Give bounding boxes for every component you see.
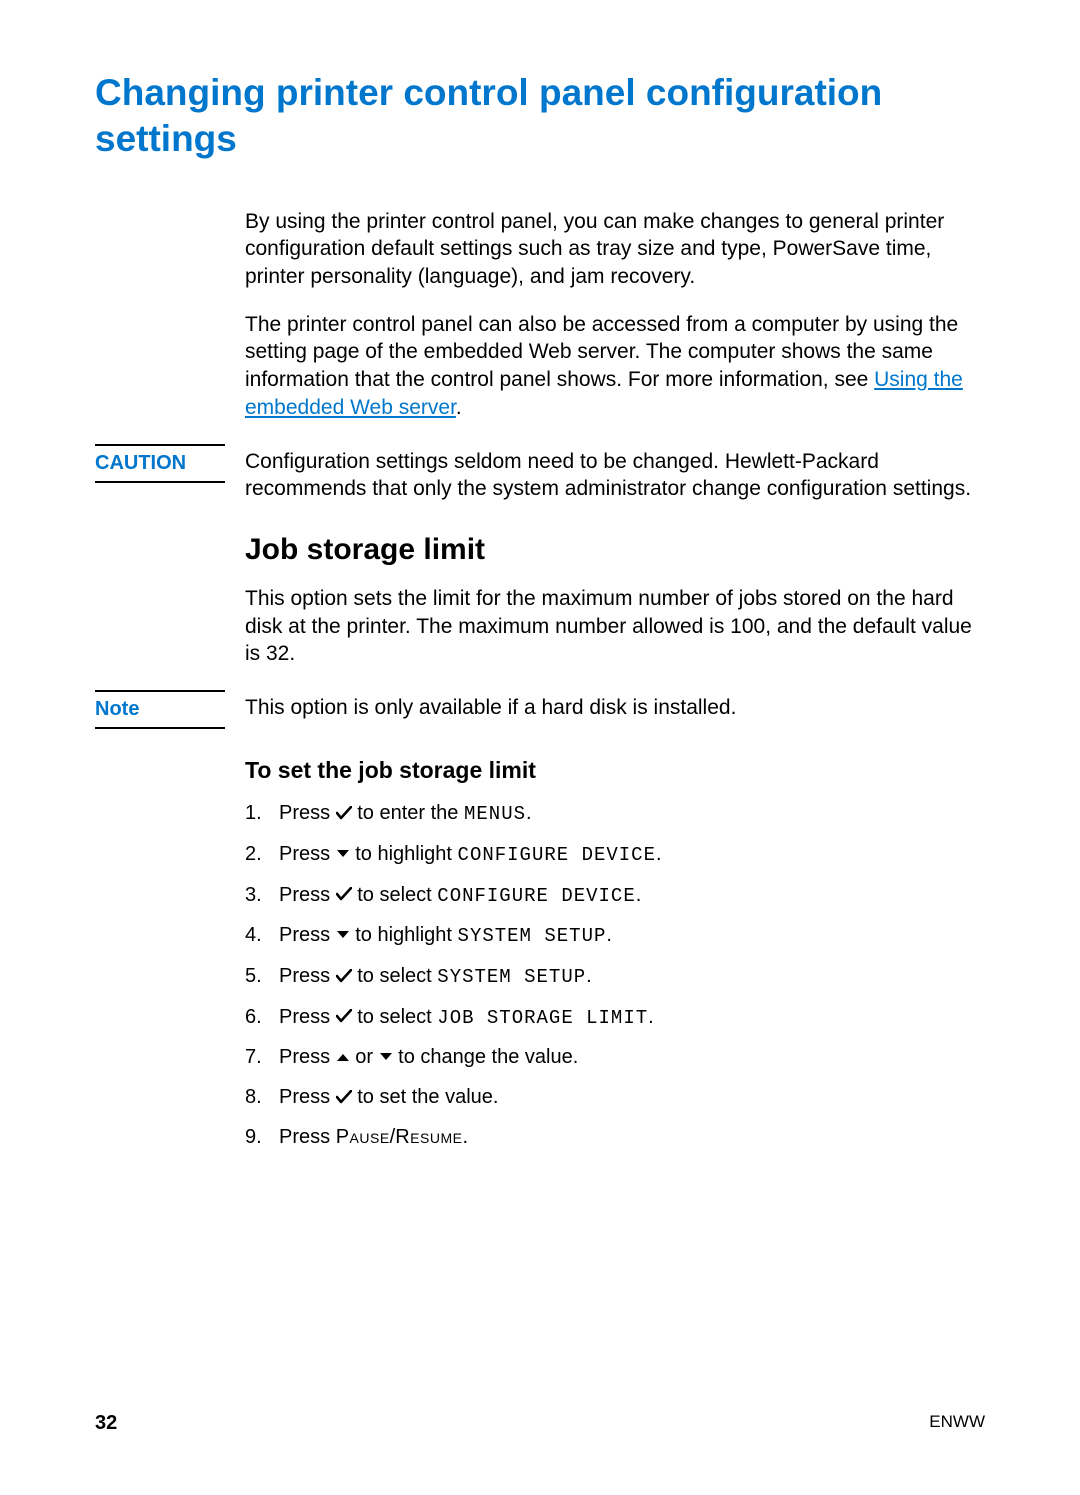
checkmark-icon — [336, 1009, 352, 1023]
lcd-text: CONFIGURE DEVICE — [437, 885, 635, 907]
page-title: Changing printer control panel configura… — [95, 70, 985, 163]
button-label: Resume — [395, 1126, 462, 1148]
procedure-step: Press or to change the value. — [245, 1044, 985, 1070]
procedure-heading: To set the job storage limit — [245, 757, 985, 784]
procedure-step: Press to select JOB STORAGE LIMIT. — [245, 1004, 985, 1031]
lcd-text: SYSTEM SETUP — [458, 925, 607, 947]
lcd-text: CONFIGURE DEVICE — [458, 844, 656, 866]
note-label: Note — [95, 698, 139, 720]
intro-paragraph-1: By using the printer control panel, you … — [245, 208, 985, 291]
footer-right: ENWW — [929, 1412, 985, 1435]
procedure-step: Press to enter the MENUS. — [245, 800, 985, 827]
button-label: Pause — [336, 1126, 390, 1148]
lcd-text: JOB STORAGE LIMIT — [437, 1007, 648, 1029]
down-arrow-icon — [379, 1052, 393, 1062]
down-arrow-icon — [336, 930, 350, 940]
caution-text: Configuration settings seldom need to be… — [245, 444, 985, 503]
caution-label: CAUTION — [95, 452, 186, 474]
procedure-step: Press to select CONFIGURE DEVICE. — [245, 882, 985, 909]
procedure-step: Press to highlight CONFIGURE DEVICE. — [245, 841, 985, 868]
page-number: 32 — [95, 1412, 117, 1435]
procedure-step: Press to select SYSTEM SETUP. — [245, 963, 985, 990]
procedure-step: Press Pause/Resume. — [245, 1124, 985, 1150]
procedure-steps: Press to enter the MENUS. Press to highli… — [245, 800, 985, 1150]
note-callout: Note This option is only available if a … — [95, 690, 985, 729]
up-arrow-icon — [336, 1052, 350, 1062]
checkmark-icon — [336, 806, 352, 820]
intro-paragraph-2: The printer control panel can also be ac… — [245, 311, 985, 422]
caution-callout: CAUTION Configuration settings seldom ne… — [95, 444, 985, 503]
procedure-step: Press to highlight SYSTEM SETUP. — [245, 922, 985, 949]
checkmark-icon — [336, 1090, 352, 1104]
procedure-step: Press to set the value. — [245, 1084, 985, 1110]
note-text: This option is only available if a hard … — [245, 690, 985, 729]
lcd-text: MENUS — [464, 803, 526, 825]
down-arrow-icon — [336, 849, 350, 859]
checkmark-icon — [336, 887, 352, 901]
section-paragraph: This option sets the limit for the maxim… — [245, 585, 985, 668]
lcd-text: SYSTEM SETUP — [437, 966, 586, 988]
checkmark-icon — [336, 969, 352, 983]
section-heading: Job storage limit — [245, 533, 985, 567]
